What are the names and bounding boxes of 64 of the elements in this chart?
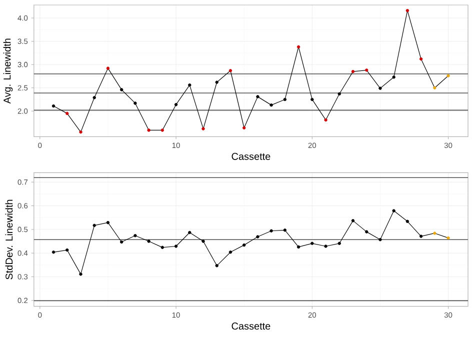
point — [120, 88, 124, 92]
point — [283, 98, 287, 101]
point — [310, 242, 314, 245]
y-axis-title: StdDev. Linewidth — [5, 200, 13, 280]
point — [174, 244, 178, 248]
point — [256, 94, 260, 98]
point — [228, 68, 232, 72]
point — [446, 236, 450, 240]
point — [310, 98, 314, 101]
point — [242, 126, 246, 130]
x-axis-title: Cassette — [232, 322, 270, 330]
point — [52, 250, 56, 254]
point — [92, 96, 96, 100]
point — [120, 240, 124, 244]
point — [270, 103, 273, 107]
point — [351, 218, 355, 222]
point — [79, 272, 82, 276]
point — [338, 242, 341, 245]
point — [419, 234, 423, 238]
point — [406, 220, 410, 223]
point — [446, 74, 450, 78]
point — [66, 248, 69, 252]
point — [433, 231, 436, 235]
point — [378, 238, 382, 242]
point — [296, 245, 300, 248]
point — [160, 246, 164, 249]
x-axis-title: Cassette — [232, 152, 270, 160]
point — [283, 228, 287, 232]
point — [392, 209, 396, 212]
point — [419, 57, 423, 60]
point — [242, 243, 246, 247]
point — [365, 68, 368, 72]
point — [174, 102, 178, 106]
point — [296, 45, 300, 48]
point — [106, 220, 110, 224]
point — [406, 8, 410, 12]
point — [147, 240, 150, 243]
point — [215, 264, 218, 268]
point — [106, 66, 110, 70]
point — [270, 229, 273, 232]
point — [215, 80, 218, 84]
point — [256, 235, 260, 238]
y-axis-title: Avg. Linewidth — [3, 38, 13, 104]
point — [228, 250, 232, 254]
point — [202, 240, 205, 243]
point — [433, 86, 436, 90]
point — [92, 224, 96, 227]
point — [351, 70, 355, 74]
point — [147, 128, 150, 132]
point — [52, 104, 56, 108]
point — [188, 83, 192, 87]
point — [324, 118, 328, 122]
point — [324, 244, 328, 248]
point — [202, 127, 205, 130]
point — [188, 230, 192, 234]
point — [66, 112, 69, 115]
point — [79, 130, 82, 134]
point — [160, 128, 164, 132]
point — [365, 230, 368, 234]
point — [134, 234, 137, 238]
point — [378, 86, 382, 90]
point — [338, 92, 341, 96]
point — [392, 75, 396, 79]
point — [134, 101, 137, 105]
